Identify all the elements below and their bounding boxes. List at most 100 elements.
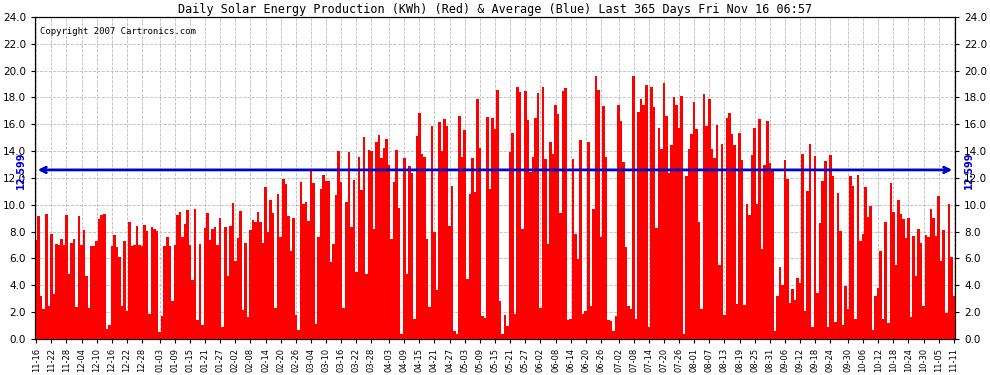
Bar	[148, 314, 150, 339]
Bar	[186, 210, 189, 339]
Bar	[612, 332, 615, 339]
Bar	[920, 243, 923, 339]
Bar	[771, 169, 773, 339]
Bar	[468, 194, 471, 339]
Bar	[519, 93, 522, 339]
Bar	[300, 182, 302, 339]
Bar	[401, 334, 403, 339]
Bar	[100, 215, 103, 339]
Bar	[418, 113, 421, 339]
Bar	[178, 212, 181, 339]
Bar	[667, 172, 670, 339]
Bar	[743, 304, 745, 339]
Bar	[947, 204, 950, 339]
Bar	[840, 231, 842, 339]
Bar	[484, 318, 486, 339]
Bar	[561, 91, 564, 339]
Bar	[625, 247, 628, 339]
Bar	[95, 241, 98, 339]
Bar	[448, 226, 450, 339]
Bar	[431, 126, 434, 339]
Bar	[199, 244, 201, 339]
Bar	[501, 334, 504, 339]
Bar	[478, 148, 481, 339]
Bar	[635, 319, 638, 339]
Bar	[512, 133, 514, 339]
Bar	[572, 159, 574, 339]
Bar	[731, 134, 734, 339]
Bar	[57, 244, 60, 339]
Bar	[426, 240, 429, 339]
Bar	[450, 186, 453, 339]
Bar	[254, 222, 256, 339]
Bar	[279, 237, 282, 339]
Bar	[665, 116, 667, 339]
Bar	[166, 237, 168, 339]
Bar	[542, 87, 545, 339]
Bar	[678, 128, 680, 339]
Bar	[146, 231, 148, 339]
Bar	[620, 121, 623, 339]
Bar	[161, 316, 163, 339]
Bar	[589, 306, 592, 339]
Bar	[645, 85, 647, 339]
Bar	[869, 206, 872, 339]
Bar	[335, 195, 338, 339]
Bar	[191, 280, 194, 339]
Bar	[240, 211, 242, 339]
Bar	[486, 117, 489, 339]
Bar	[272, 213, 274, 339]
Bar	[628, 306, 630, 339]
Bar	[789, 303, 791, 339]
Bar	[247, 318, 249, 339]
Bar	[506, 326, 509, 339]
Bar	[854, 319, 856, 339]
Bar	[817, 293, 819, 339]
Bar	[352, 180, 355, 339]
Bar	[372, 229, 375, 339]
Bar	[388, 165, 390, 339]
Bar	[509, 152, 512, 339]
Bar	[242, 310, 245, 339]
Bar	[574, 234, 577, 339]
Bar	[163, 246, 166, 339]
Bar	[532, 157, 534, 339]
Bar	[317, 237, 320, 339]
Bar	[524, 92, 527, 339]
Bar	[249, 230, 251, 339]
Bar	[305, 202, 307, 339]
Bar	[910, 317, 912, 339]
Bar	[340, 182, 343, 339]
Bar	[80, 245, 83, 339]
Bar	[423, 157, 426, 339]
Bar	[70, 243, 72, 339]
Bar	[201, 325, 204, 339]
Bar	[897, 200, 900, 339]
Bar	[559, 213, 561, 339]
Bar	[111, 246, 113, 339]
Bar	[463, 130, 466, 339]
Bar	[915, 276, 918, 339]
Bar	[222, 327, 224, 339]
Bar	[380, 159, 383, 339]
Bar	[685, 176, 688, 339]
Bar	[350, 227, 352, 339]
Bar	[615, 316, 618, 339]
Bar	[784, 160, 786, 339]
Bar	[78, 216, 80, 339]
Bar	[918, 229, 920, 339]
Bar	[90, 246, 93, 339]
Bar	[529, 172, 532, 339]
Bar	[421, 154, 423, 339]
Bar	[128, 222, 131, 339]
Bar	[282, 179, 284, 339]
Bar	[928, 237, 930, 339]
Bar	[812, 327, 814, 339]
Bar	[274, 308, 277, 339]
Bar	[504, 315, 506, 339]
Bar	[912, 236, 915, 339]
Bar	[809, 144, 812, 339]
Bar	[822, 181, 824, 339]
Bar	[680, 96, 683, 339]
Bar	[773, 331, 776, 339]
